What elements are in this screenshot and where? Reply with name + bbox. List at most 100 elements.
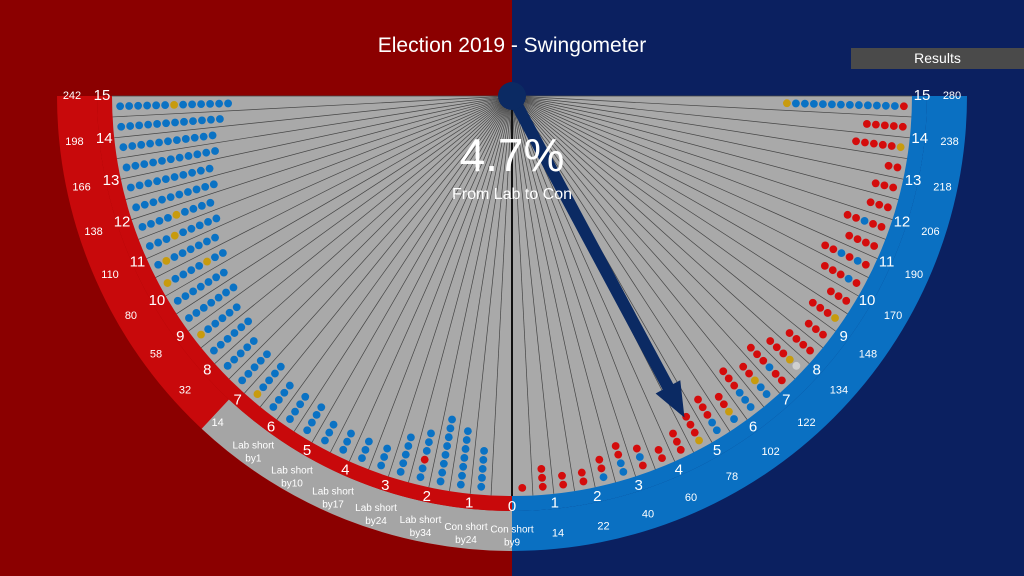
- seat-dot: [303, 426, 312, 435]
- seat-dot: [852, 213, 860, 222]
- swing-spoke: [511, 95, 748, 420]
- seat-dot: [265, 376, 274, 385]
- seat-dot: [149, 158, 158, 167]
- seat-dot: [765, 363, 774, 372]
- seat-dot: [280, 388, 289, 397]
- seat-dot: [632, 444, 641, 453]
- seat-dot: [889, 122, 898, 130]
- seat-dot: [215, 99, 224, 108]
- seat-dot: [155, 138, 163, 147]
- swing-tick-label: 6: [749, 419, 757, 436]
- seat-dot: [826, 287, 835, 296]
- results-button[interactable]: Results: [851, 48, 1024, 69]
- seat-dot: [890, 102, 899, 110]
- short-label: Lab short: [233, 441, 275, 452]
- seat-dot: [616, 459, 625, 468]
- seat-dot: [212, 214, 221, 223]
- seat-dot: [211, 147, 219, 155]
- seat-count-label: 122: [797, 417, 815, 429]
- seat-dot: [140, 160, 149, 169]
- seat-dot: [577, 468, 586, 477]
- swing-spoke: [114, 95, 513, 139]
- swing-spoke: [511, 95, 836, 332]
- swing-tick-label: 11: [879, 254, 895, 271]
- seat-dot: [211, 233, 219, 242]
- seat-dot: [253, 390, 262, 398]
- seat-dot: [170, 173, 179, 181]
- seat-dot: [899, 102, 908, 111]
- seat-dot: [202, 148, 211, 157]
- seat-dot: [827, 100, 836, 109]
- seat-dot: [195, 261, 204, 270]
- seat-dot: [771, 369, 780, 378]
- seat-dot: [845, 100, 854, 109]
- seat-dot: [377, 461, 386, 470]
- seat-dot: [456, 480, 465, 489]
- seat-dot: [804, 319, 813, 328]
- swing-tick-label: 0: [508, 498, 516, 515]
- seat-dot: [863, 120, 871, 128]
- short-label: Lab short: [400, 515, 442, 526]
- swing-spoke: [511, 95, 596, 488]
- seat-dot: [406, 433, 415, 442]
- seat-count-label: 58: [150, 349, 162, 361]
- seat-dot: [317, 403, 326, 412]
- seat-dot: [871, 179, 880, 188]
- seat-dot: [424, 438, 433, 447]
- swing-tick-label: 9: [840, 328, 848, 345]
- seat-dot: [155, 216, 164, 225]
- seat-dot: [538, 482, 547, 491]
- swing-tick-label: 8: [813, 361, 821, 378]
- seat-dot: [195, 221, 204, 230]
- seat-dot: [170, 100, 179, 109]
- seat-dot: [854, 101, 863, 109]
- swing-spoke: [511, 95, 848, 315]
- seat-dot: [296, 400, 305, 409]
- seat-dot: [197, 100, 206, 109]
- seat-dot: [877, 222, 886, 231]
- seat-dot: [443, 442, 452, 450]
- seat-count-label: 14: [211, 417, 223, 429]
- swing-tick-label: 14: [911, 130, 928, 147]
- seat-dot: [229, 283, 238, 292]
- swing-spoke: [511, 95, 878, 260]
- seat-count-label: 148: [859, 349, 877, 361]
- seat-dot: [166, 155, 175, 164]
- seat-dot: [329, 420, 338, 429]
- seat-count-label: 190: [905, 269, 923, 281]
- seat-count-label: 110: [101, 269, 119, 281]
- seat-dot: [896, 143, 905, 152]
- seat-dot: [179, 100, 188, 109]
- seat-dot: [212, 273, 221, 282]
- seat-dot: [658, 454, 666, 463]
- swing-spoke: [348, 95, 513, 462]
- seat-dot: [206, 198, 215, 207]
- seat-count-label: 134: [830, 384, 848, 396]
- seat-dot: [321, 436, 329, 445]
- seat-count-label: 198: [65, 136, 83, 148]
- short-label: Con short: [490, 525, 534, 536]
- seat-dot: [682, 412, 691, 421]
- swing-percentage: 4.7%: [459, 129, 565, 181]
- short-label: by17: [322, 500, 344, 511]
- seat-count-label: 60: [685, 492, 697, 504]
- swing-tick-label: 5: [713, 442, 721, 459]
- seat-dot: [204, 218, 212, 226]
- swing-spoke: [276, 95, 513, 420]
- seat-dot: [672, 437, 681, 446]
- seat-dot: [225, 308, 234, 317]
- swing-tick-label: 3: [635, 477, 643, 494]
- seat-dot: [187, 266, 196, 275]
- seat-dot: [861, 138, 869, 147]
- swing-tick-label: 14: [96, 130, 113, 147]
- seat-dot: [147, 219, 155, 228]
- seat-dot: [154, 260, 163, 269]
- seat-dot: [614, 450, 623, 459]
- seat-dot: [250, 363, 259, 372]
- seat-dot: [163, 279, 172, 287]
- seat-dot: [448, 415, 456, 424]
- short-label: by10: [281, 479, 303, 490]
- seat-dot: [777, 376, 786, 385]
- swing-spoke: [490, 95, 513, 496]
- seat-dot: [654, 445, 663, 454]
